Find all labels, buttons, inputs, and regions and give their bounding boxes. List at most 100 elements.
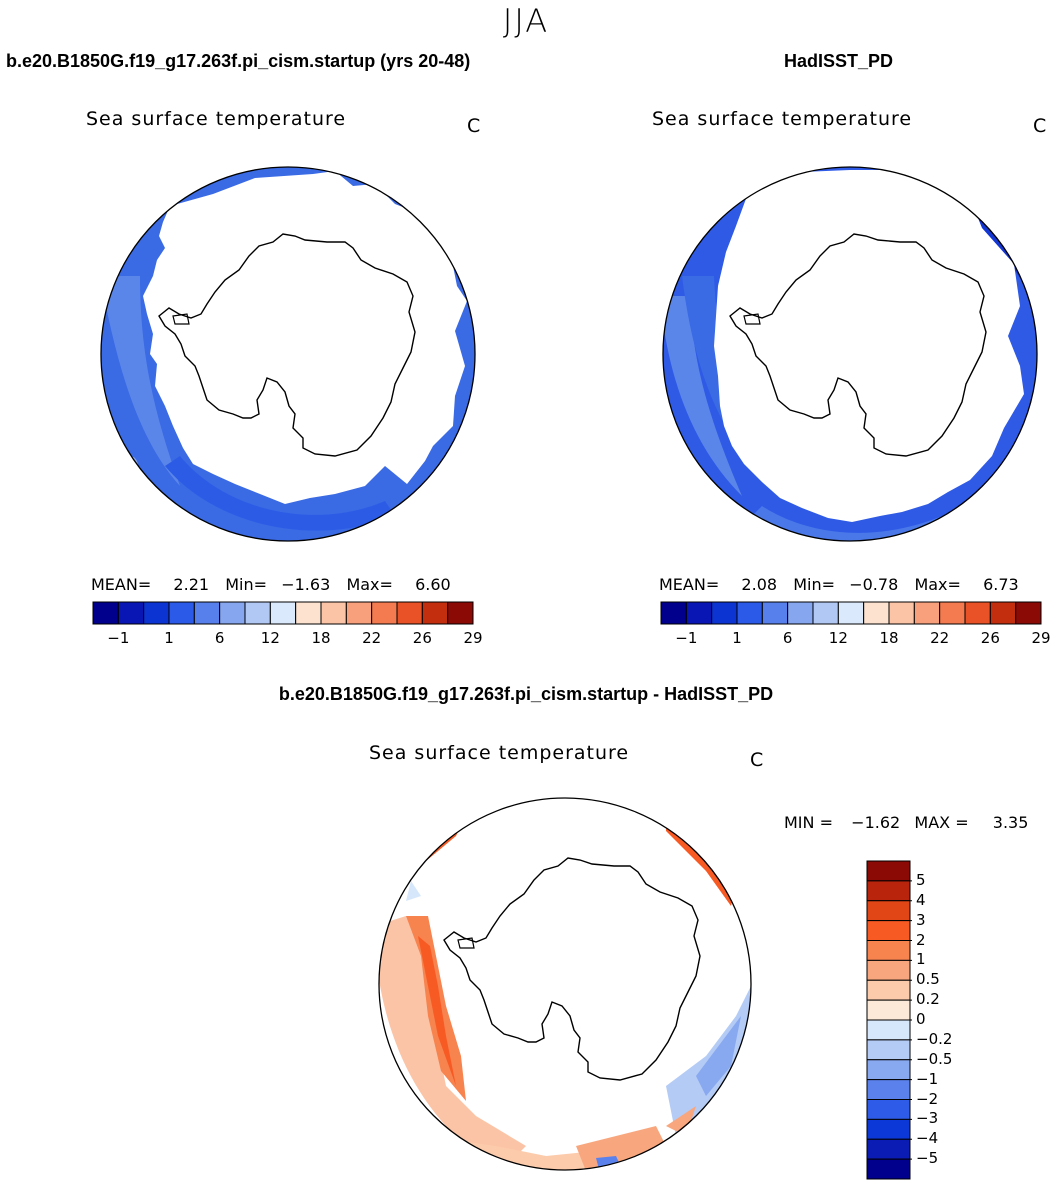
right-colorbar-tick-label: 22 <box>930 629 950 647</box>
left-colorbar-box-7 <box>269 601 297 625</box>
left-colorbar-box-3 <box>168 601 195 625</box>
diff-colorbar-box-1 <box>866 880 911 902</box>
left-colorbar-box-9 <box>320 601 347 625</box>
right-colorbar-ticks: −1 1 6 12 18 22 26 29 <box>660 629 1050 649</box>
diff-colorbar-box-14 <box>866 1138 911 1160</box>
diff-colorbar <box>866 860 912 1180</box>
left-colorbar-box-4 <box>193 601 221 625</box>
diff-sst-map <box>378 797 752 1171</box>
right-colorbar-box-7 <box>837 601 865 625</box>
diff-min-value: −1.62 <box>851 813 901 832</box>
left-colorbar-tick-label: 22 <box>362 629 382 647</box>
diff-colorbar-box-9 <box>866 1039 911 1061</box>
left-min-label: Min= <box>225 575 268 594</box>
left-colorbar-box-5 <box>219 601 246 625</box>
antarctica-outline-right <box>729 233 987 457</box>
diff-colorbar-tick-label: 5 <box>916 870 926 889</box>
left-colorbar-box-2 <box>143 601 170 625</box>
right-colorbar <box>660 601 1042 625</box>
diff-colorbar-box-2 <box>866 900 911 922</box>
diff-colorbar-tick-label: −5 <box>916 1149 939 1168</box>
diff-colorbar-tick-label: 0.5 <box>916 970 940 989</box>
diff-colorbar-tick-label: −0.5 <box>916 1049 953 1068</box>
season-title: JJA <box>502 2 550 40</box>
right-colorbar-box-0 <box>660 601 687 625</box>
right-colorbar-box-5 <box>787 601 814 625</box>
diff-colorbar-box-7 <box>866 999 911 1021</box>
left-sst-map <box>100 166 476 542</box>
right-colorbar-tick-label: 6 <box>782 629 793 647</box>
left-stats: MEAN= 2.21 Min= −1.63 Max= 6.60 <box>91 575 451 594</box>
left-mean-label: MEAN= <box>91 575 152 594</box>
right-colorbar-tick-label: 1 <box>732 629 742 647</box>
left-colorbar-box-12 <box>396 601 423 625</box>
left-colorbar-tick-label: −1 <box>107 629 130 647</box>
right-mean-label: MEAN= <box>659 575 720 594</box>
left-colorbar-tick-label: 18 <box>311 629 331 647</box>
right-colorbar-box-4 <box>761 601 789 625</box>
diff-colorbar-tick-label: 4 <box>916 890 926 909</box>
left-colorbar-ticks: −1 1 6 12 18 22 26 29 <box>92 629 482 649</box>
diff-colorbar-box-4 <box>866 940 911 961</box>
right-colorbar-box-3 <box>736 601 763 625</box>
diff-colorbar-tick-label: −4 <box>916 1129 939 1148</box>
right-colorbar-box-8 <box>863 601 890 625</box>
left-colorbar-tick-label: 6 <box>214 629 225 647</box>
diff-stats: MIN = −1.62 MAX = 3.35 <box>784 813 1028 832</box>
left-max-label: Max= <box>346 575 393 594</box>
right-case-title: HadISST_PD <box>784 51 894 71</box>
left-min-value: −1.63 <box>281 575 331 594</box>
right-colorbar-tick-label: 12 <box>828 629 848 647</box>
diff-colorbar-box-6 <box>866 979 911 1001</box>
diff-colorbar-tick-label: −0.2 <box>916 1029 953 1048</box>
left-mean-value: 2.21 <box>173 575 210 594</box>
diff-colorbar-tick-label: −2 <box>916 1089 939 1108</box>
right-variable-title: Sea surface temperature <box>652 108 913 130</box>
left-colorbar-tick-label: 12 <box>260 629 280 647</box>
left-colorbar-box-1 <box>117 601 145 625</box>
diff-variable-title: Sea surface temperature <box>369 742 630 764</box>
diff-colorbar-box-8 <box>866 1019 911 1041</box>
right-sst-map <box>662 166 1038 542</box>
diff-colorbar-box-13 <box>866 1118 911 1140</box>
right-colorbar-box-10 <box>913 601 941 625</box>
left-colorbar-box-10 <box>345 601 373 625</box>
antarctica-outline-diff <box>443 857 701 1081</box>
diff-max-label: MAX = <box>914 813 969 832</box>
right-colorbar-tick-label: 18 <box>879 629 899 647</box>
diff-colorbar-box-12 <box>866 1099 911 1120</box>
diff-min-label: MIN = <box>784 813 833 832</box>
diff-colorbar-tick-label: −3 <box>916 1109 939 1128</box>
diff-colorbar-tick-label: 0 <box>916 1010 926 1028</box>
left-colorbar-tick-label: 26 <box>412 629 432 647</box>
right-units-label: C <box>1033 115 1047 137</box>
diff-colorbar-box-5 <box>866 959 911 981</box>
right-colorbar-tick-label: 26 <box>980 629 1000 647</box>
left-colorbar-box-6 <box>244 601 271 625</box>
left-colorbar-box-14 <box>447 601 474 625</box>
right-min-value: −0.78 <box>849 575 899 594</box>
diff-colorbar-box-15 <box>866 1158 911 1180</box>
left-colorbar-tick-label: 29 <box>463 629 483 647</box>
left-units-label: C <box>467 115 481 137</box>
right-max-label: Max= <box>914 575 961 594</box>
diff-max-value: 3.35 <box>992 813 1029 832</box>
diff-case-title: b.e20.B1850G.f19_g17.263f.pi_cism.startu… <box>278 684 774 704</box>
diff-colorbar-tick-label: 1 <box>916 950 926 969</box>
left-case-title: b.e20.B1850G.f19_g17.263f.pi_cism.startu… <box>6 51 471 71</box>
right-colorbar-box-1 <box>685 601 713 625</box>
right-colorbar-box-13 <box>989 601 1017 625</box>
right-colorbar-box-9 <box>888 601 915 625</box>
diff-colorbar-box-11 <box>866 1079 911 1100</box>
right-colorbar-tick-label: 29 <box>1031 629 1051 647</box>
diff-units-label: C <box>750 749 764 771</box>
diff-colorbar-tick-label: 3 <box>916 910 926 929</box>
left-colorbar-tick-label: 1 <box>164 629 174 647</box>
right-colorbar-box-11 <box>939 601 966 625</box>
right-colorbar-box-14 <box>1015 601 1042 625</box>
left-colorbar <box>92 601 474 625</box>
diff-colorbar-box-10 <box>866 1059 911 1081</box>
right-colorbar-box-12 <box>964 601 991 625</box>
right-colorbar-box-2 <box>711 601 738 625</box>
right-colorbar-box-6 <box>812 601 839 625</box>
